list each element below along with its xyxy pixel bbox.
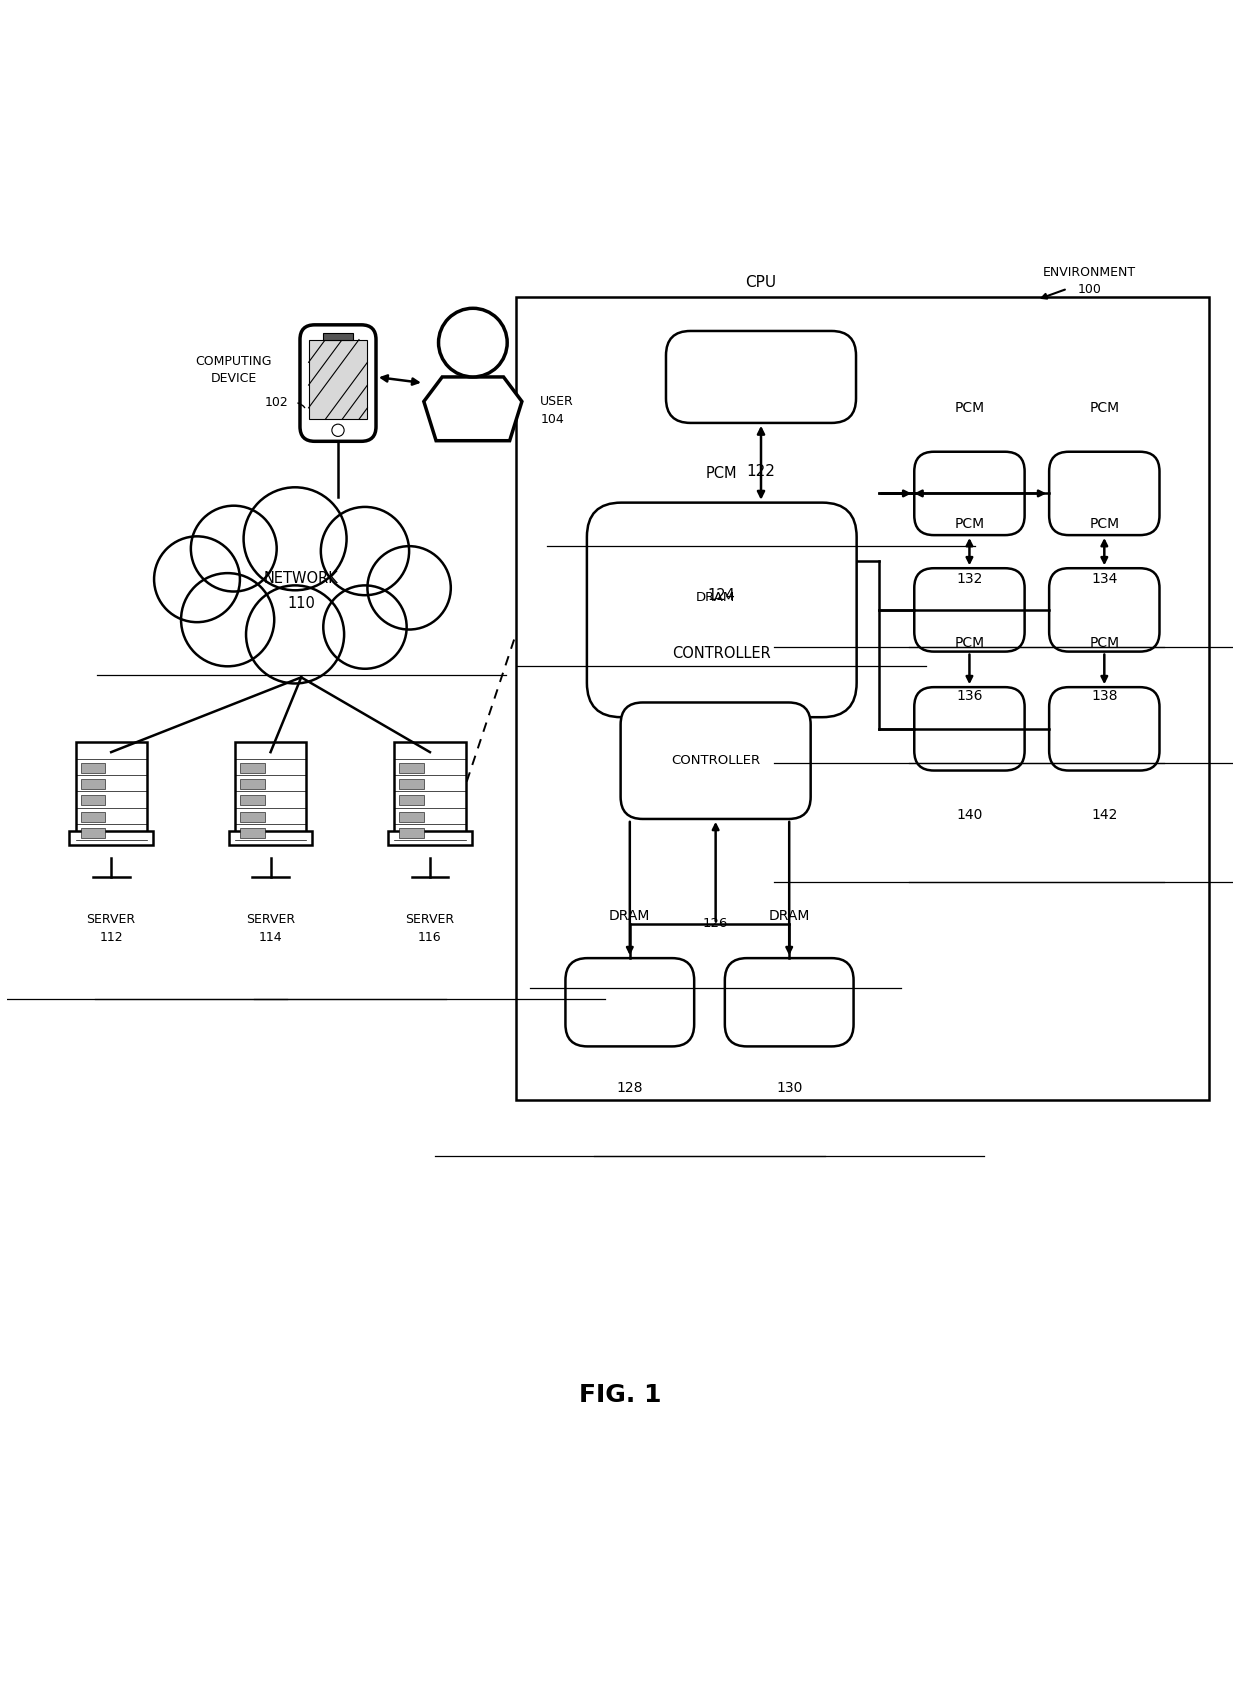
Text: 112: 112 <box>99 932 123 944</box>
Text: PCM: PCM <box>1089 637 1120 650</box>
Text: 134: 134 <box>1091 572 1117 586</box>
Text: 110: 110 <box>288 596 315 611</box>
Text: 104: 104 <box>541 413 564 426</box>
Bar <box>399 762 424 773</box>
Text: 140: 140 <box>956 808 982 822</box>
Bar <box>81 779 105 790</box>
Bar <box>399 779 424 790</box>
Bar <box>516 297 1209 1100</box>
Circle shape <box>321 508 409 596</box>
FancyBboxPatch shape <box>620 703 811 818</box>
Circle shape <box>191 506 277 591</box>
FancyBboxPatch shape <box>914 688 1024 771</box>
Bar <box>239 795 265 805</box>
FancyBboxPatch shape <box>1049 569 1159 652</box>
Text: PCM: PCM <box>1089 518 1120 531</box>
Text: DRAM: DRAM <box>696 591 735 604</box>
Bar <box>69 830 153 846</box>
Bar <box>399 829 424 839</box>
Text: 142: 142 <box>1091 808 1117 822</box>
Text: 102: 102 <box>265 396 289 409</box>
FancyBboxPatch shape <box>914 569 1024 652</box>
Text: CONTROLLER: CONTROLLER <box>672 645 771 661</box>
Text: 136: 136 <box>956 689 982 703</box>
Text: PCM: PCM <box>955 518 985 531</box>
Text: 126: 126 <box>703 917 728 931</box>
Circle shape <box>367 547 451 630</box>
Bar <box>239 829 265 839</box>
Circle shape <box>181 574 274 666</box>
Bar <box>388 830 471 846</box>
Bar <box>324 333 352 340</box>
Text: 128: 128 <box>616 1082 644 1095</box>
Circle shape <box>154 537 239 621</box>
Polygon shape <box>424 377 522 441</box>
Text: SERVER: SERVER <box>246 914 295 925</box>
Text: 116: 116 <box>418 932 441 944</box>
Bar <box>229 830 312 846</box>
Text: ENVIRONMENT: ENVIRONMENT <box>1043 267 1136 278</box>
Text: 124: 124 <box>708 588 735 603</box>
FancyBboxPatch shape <box>914 452 1024 535</box>
Text: PCM: PCM <box>955 401 985 414</box>
Text: 100: 100 <box>1078 284 1101 297</box>
Bar <box>239 762 265 773</box>
Bar <box>81 812 105 822</box>
FancyBboxPatch shape <box>666 331 856 423</box>
Bar <box>236 742 306 841</box>
Bar <box>76 742 146 841</box>
Bar <box>81 795 105 805</box>
Circle shape <box>243 487 346 591</box>
FancyBboxPatch shape <box>1049 688 1159 771</box>
Text: DRAM: DRAM <box>609 910 651 924</box>
Text: USER: USER <box>541 396 574 408</box>
Bar <box>394 742 465 841</box>
FancyBboxPatch shape <box>587 503 857 717</box>
Text: DRAM: DRAM <box>769 910 810 924</box>
Text: 132: 132 <box>956 572 982 586</box>
Text: PCM: PCM <box>706 465 738 481</box>
Text: FIG. 1: FIG. 1 <box>579 1382 661 1406</box>
Bar <box>81 762 105 773</box>
FancyBboxPatch shape <box>725 958 853 1046</box>
Bar <box>81 829 105 839</box>
Text: CONTROLLER: CONTROLLER <box>671 754 760 767</box>
Circle shape <box>439 309 507 377</box>
FancyBboxPatch shape <box>565 958 694 1046</box>
Bar <box>144 577 458 678</box>
Text: 138: 138 <box>1091 689 1117 703</box>
Text: PCM: PCM <box>1089 401 1120 414</box>
Bar <box>309 340 367 419</box>
Circle shape <box>324 586 407 669</box>
FancyBboxPatch shape <box>300 324 376 441</box>
Text: SERVER: SERVER <box>87 914 135 925</box>
Bar <box>399 812 424 822</box>
Text: PCM: PCM <box>955 637 985 650</box>
Text: COMPUTING: COMPUTING <box>196 355 272 367</box>
Bar <box>399 795 424 805</box>
Circle shape <box>246 586 345 684</box>
Text: 114: 114 <box>259 932 283 944</box>
Text: DEVICE: DEVICE <box>211 372 257 385</box>
Text: NETWORK: NETWORK <box>264 571 339 586</box>
Bar <box>239 779 265 790</box>
Text: 122: 122 <box>746 464 775 479</box>
FancyBboxPatch shape <box>1049 452 1159 535</box>
Text: CPU: CPU <box>745 275 776 290</box>
Bar <box>239 812 265 822</box>
Text: SERVER: SERVER <box>405 914 455 925</box>
Text: 130: 130 <box>776 1082 802 1095</box>
